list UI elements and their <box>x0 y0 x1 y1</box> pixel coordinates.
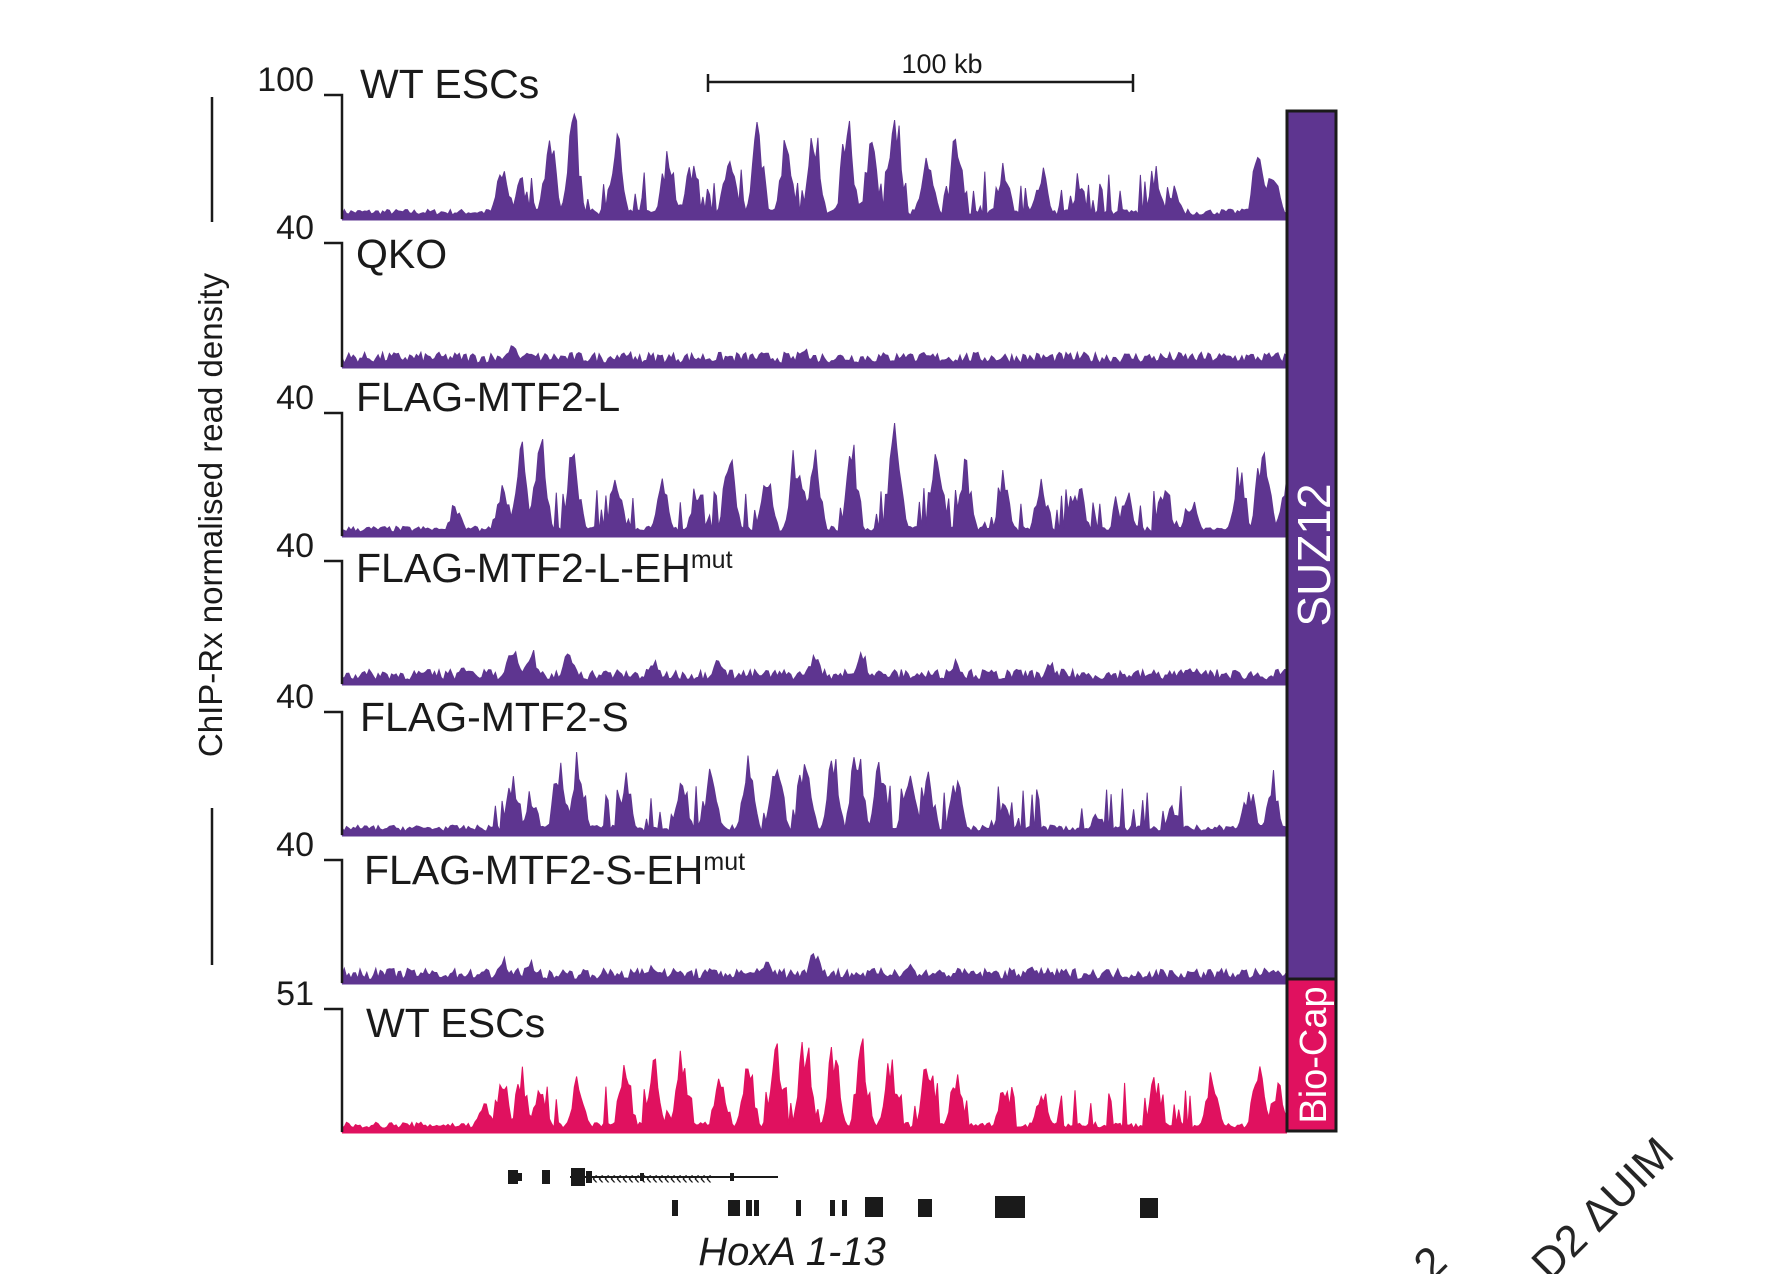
track-6: 40 FLAG-MTF2-S-EHmut <box>276 826 1288 985</box>
suz12-group: SUZ12 <box>1285 109 1340 981</box>
track-name: FLAG-MTF2-S-EHmut <box>364 847 745 893</box>
track-axis <box>324 858 344 983</box>
track-axis <box>324 710 344 835</box>
track-ymax-label: 40 <box>276 379 314 417</box>
track-name-superscript: mut <box>691 546 733 574</box>
track-name: FLAG-MTF2-L-EHmut <box>356 545 733 591</box>
cropped-labels: 2 D2 ΔUIM <box>1404 1128 1683 1274</box>
track-3: 40 FLAG-MTF2-L <box>276 374 1288 538</box>
track-ymax-label: 51 <box>276 975 314 1013</box>
biocap-group: Bio-Cap <box>1285 977 1338 1133</box>
gene-exon <box>730 1173 734 1181</box>
gene-exon <box>640 1173 644 1181</box>
track-ymax-label: 40 <box>276 527 314 565</box>
scale-bar: 100 kb <box>706 49 1135 92</box>
gene-exon <box>830 1200 835 1216</box>
track-name: QKO <box>356 231 447 277</box>
track-2: 40 QKO <box>276 209 1288 369</box>
y-axis-title: ChIP-Rx normalised read density <box>192 272 229 757</box>
track-name: WT ESCs <box>360 61 539 107</box>
gene-exon <box>508 1170 518 1184</box>
track-1: 100 WT ESCs <box>257 61 1288 221</box>
strand-arrows: ‹‹‹‹‹‹‹‹‹‹‹‹‹‹‹‹‹‹‹‹ <box>592 1168 712 1188</box>
gene-exon <box>672 1200 678 1216</box>
track-axis <box>324 1007 344 1132</box>
gene-exon <box>995 1196 1025 1218</box>
gene-exon <box>796 1200 801 1216</box>
track-5: 40 FLAG-MTF2-S <box>276 678 1288 837</box>
track-ymax-label: 40 <box>276 678 314 716</box>
track-ymax-label: 100 <box>257 61 314 99</box>
track-4: 40 FLAG-MTF2-L-EHmut <box>276 527 1288 686</box>
gene-exon <box>918 1199 932 1217</box>
gene-exon <box>518 1173 522 1181</box>
gene-exon <box>746 1200 752 1216</box>
track-signal <box>341 952 1288 984</box>
track-signal <box>341 345 1288 368</box>
cropped-label-1: 2 <box>1404 1237 1456 1274</box>
scale-bar-label: 100 kb <box>901 49 982 79</box>
suz12-group-label: SUZ12 <box>1288 483 1340 626</box>
gene-exon <box>865 1197 883 1217</box>
locus-label: HoxA 1-13 <box>698 1230 886 1274</box>
gene-annotation: ‹‹‹‹‹‹‹‹‹‹‹‹‹‹‹‹‹‹‹‹ <box>508 1168 1158 1218</box>
track-ymax-label: 40 <box>276 826 314 864</box>
track-name-superscript: mut <box>703 848 745 876</box>
track-signal <box>341 650 1288 685</box>
gene-exon <box>728 1200 740 1216</box>
gene-exon <box>1140 1198 1158 1218</box>
track-signal <box>341 752 1288 836</box>
track-name: WT ESCs <box>366 1000 545 1046</box>
track-signal <box>341 112 1288 220</box>
gene-exon <box>542 1170 550 1184</box>
track-name: FLAG-MTF2-L <box>356 374 620 420</box>
track-signal <box>341 422 1288 537</box>
track-axis <box>324 241 344 367</box>
track-axis <box>324 411 344 536</box>
track-axis <box>324 93 344 219</box>
track-name: FLAG-MTF2-S <box>360 694 629 740</box>
track-axis <box>324 559 344 684</box>
track-7: 51 WT ESCs <box>276 975 1288 1134</box>
track-signal <box>341 1038 1288 1133</box>
gene-exon <box>586 1171 592 1183</box>
gene-exon <box>842 1200 847 1216</box>
cropped-label-2: D2 ΔUIM <box>1522 1128 1683 1274</box>
biocap-group-bar <box>1285 977 1338 1133</box>
track-ymax-label: 40 <box>276 209 314 247</box>
biocap-group-label: Bio-Cap <box>1293 986 1335 1123</box>
track-stack: 100 WT ESCs 40 QKO 40 FLAG-MTF2-L 40 FLAG-MTF2-… <box>257 61 1288 1134</box>
gene-exon <box>571 1168 585 1186</box>
gene-exon <box>754 1200 759 1216</box>
